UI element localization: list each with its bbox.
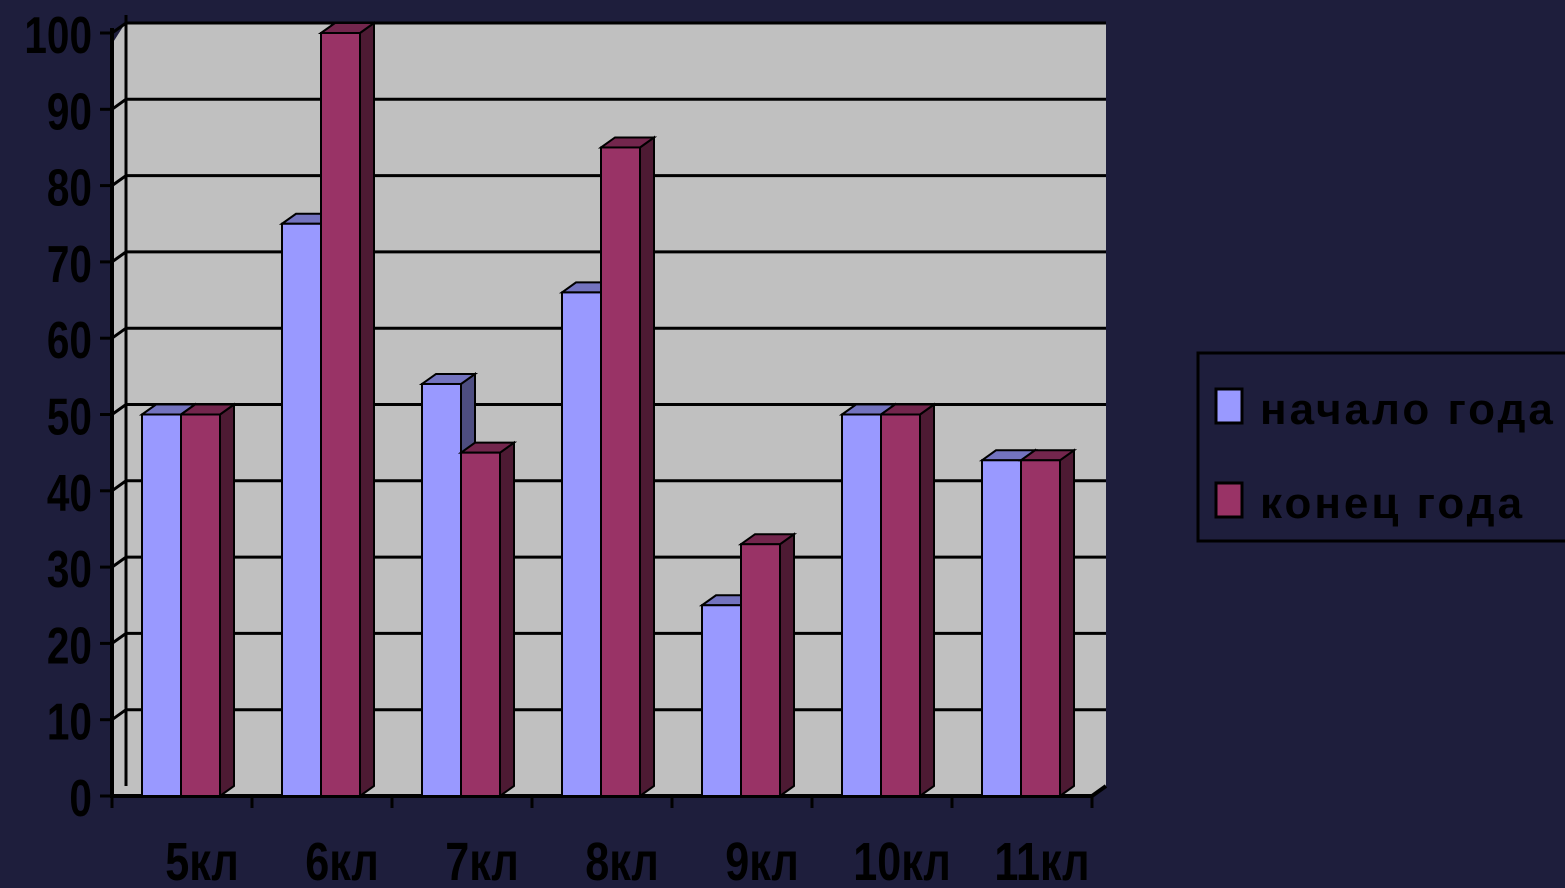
bar-front [561,291,602,797]
y-tick-label: 20 [47,617,92,675]
legend-box [1196,351,1565,543]
bar [317,21,378,798]
bar-side [499,440,515,798]
legend-swatch-start-of-year [1214,387,1244,425]
bar [877,402,938,798]
bar-front [281,222,322,797]
y-tick-label: 50 [47,388,92,446]
bar-front [141,413,182,797]
legend-label-start-of-year: начало года [1260,385,1556,434]
x-axis-labels: 5кл 6кл 7кл 8кл 9кл 10кл 11кл [165,833,1089,888]
x-tick-label: 5кл [165,833,239,888]
bar-side [359,21,375,798]
bar-front [981,459,1022,797]
y-axis-labels: 0 10 20 30 40 50 60 70 80 90 100 [24,6,92,827]
bars [138,21,1078,798]
bar [457,440,518,798]
x-tick-label: 6кл [305,833,379,888]
y-tick-label: 60 [47,311,92,369]
x-tick-label: 9кл [725,833,799,888]
bar-side [219,402,235,798]
y-tick-label: 80 [47,159,92,217]
bar-side [919,402,935,798]
bar [177,402,238,798]
bar-side [1059,448,1075,798]
legend-swatch-end-of-year [1214,481,1244,519]
y-tick-label: 100 [24,6,92,64]
bar-front [180,413,221,797]
y-tick-label: 40 [47,464,92,522]
bar-front [701,604,742,797]
bar-front [421,382,462,797]
bar-front [320,32,361,797]
bar-front [740,543,781,798]
bar [737,532,798,798]
bar [597,135,658,798]
x-tick-label: 11кл [994,833,1089,888]
x-tick-label: 8кл [585,833,659,888]
x-tick-label: 10кл [853,833,951,888]
bar-front [460,451,501,797]
bar-front [841,413,882,797]
legend-label-end-of-year: конец года [1260,479,1525,528]
y-tick-label: 90 [47,82,92,140]
y-tick-label: 10 [47,693,92,751]
x-tick-label: 7кл [445,833,519,888]
y-tick-label: 70 [47,235,92,293]
bar [1017,448,1078,798]
bar-side [779,532,795,798]
legend: начало года конец года [1196,351,1565,543]
y-tick-label: 0 [69,769,92,827]
bar-front [600,146,641,797]
bar-side [639,135,655,798]
y-tick-label: 30 [47,540,92,598]
bar-front [1020,459,1061,797]
bar-front [880,413,921,797]
